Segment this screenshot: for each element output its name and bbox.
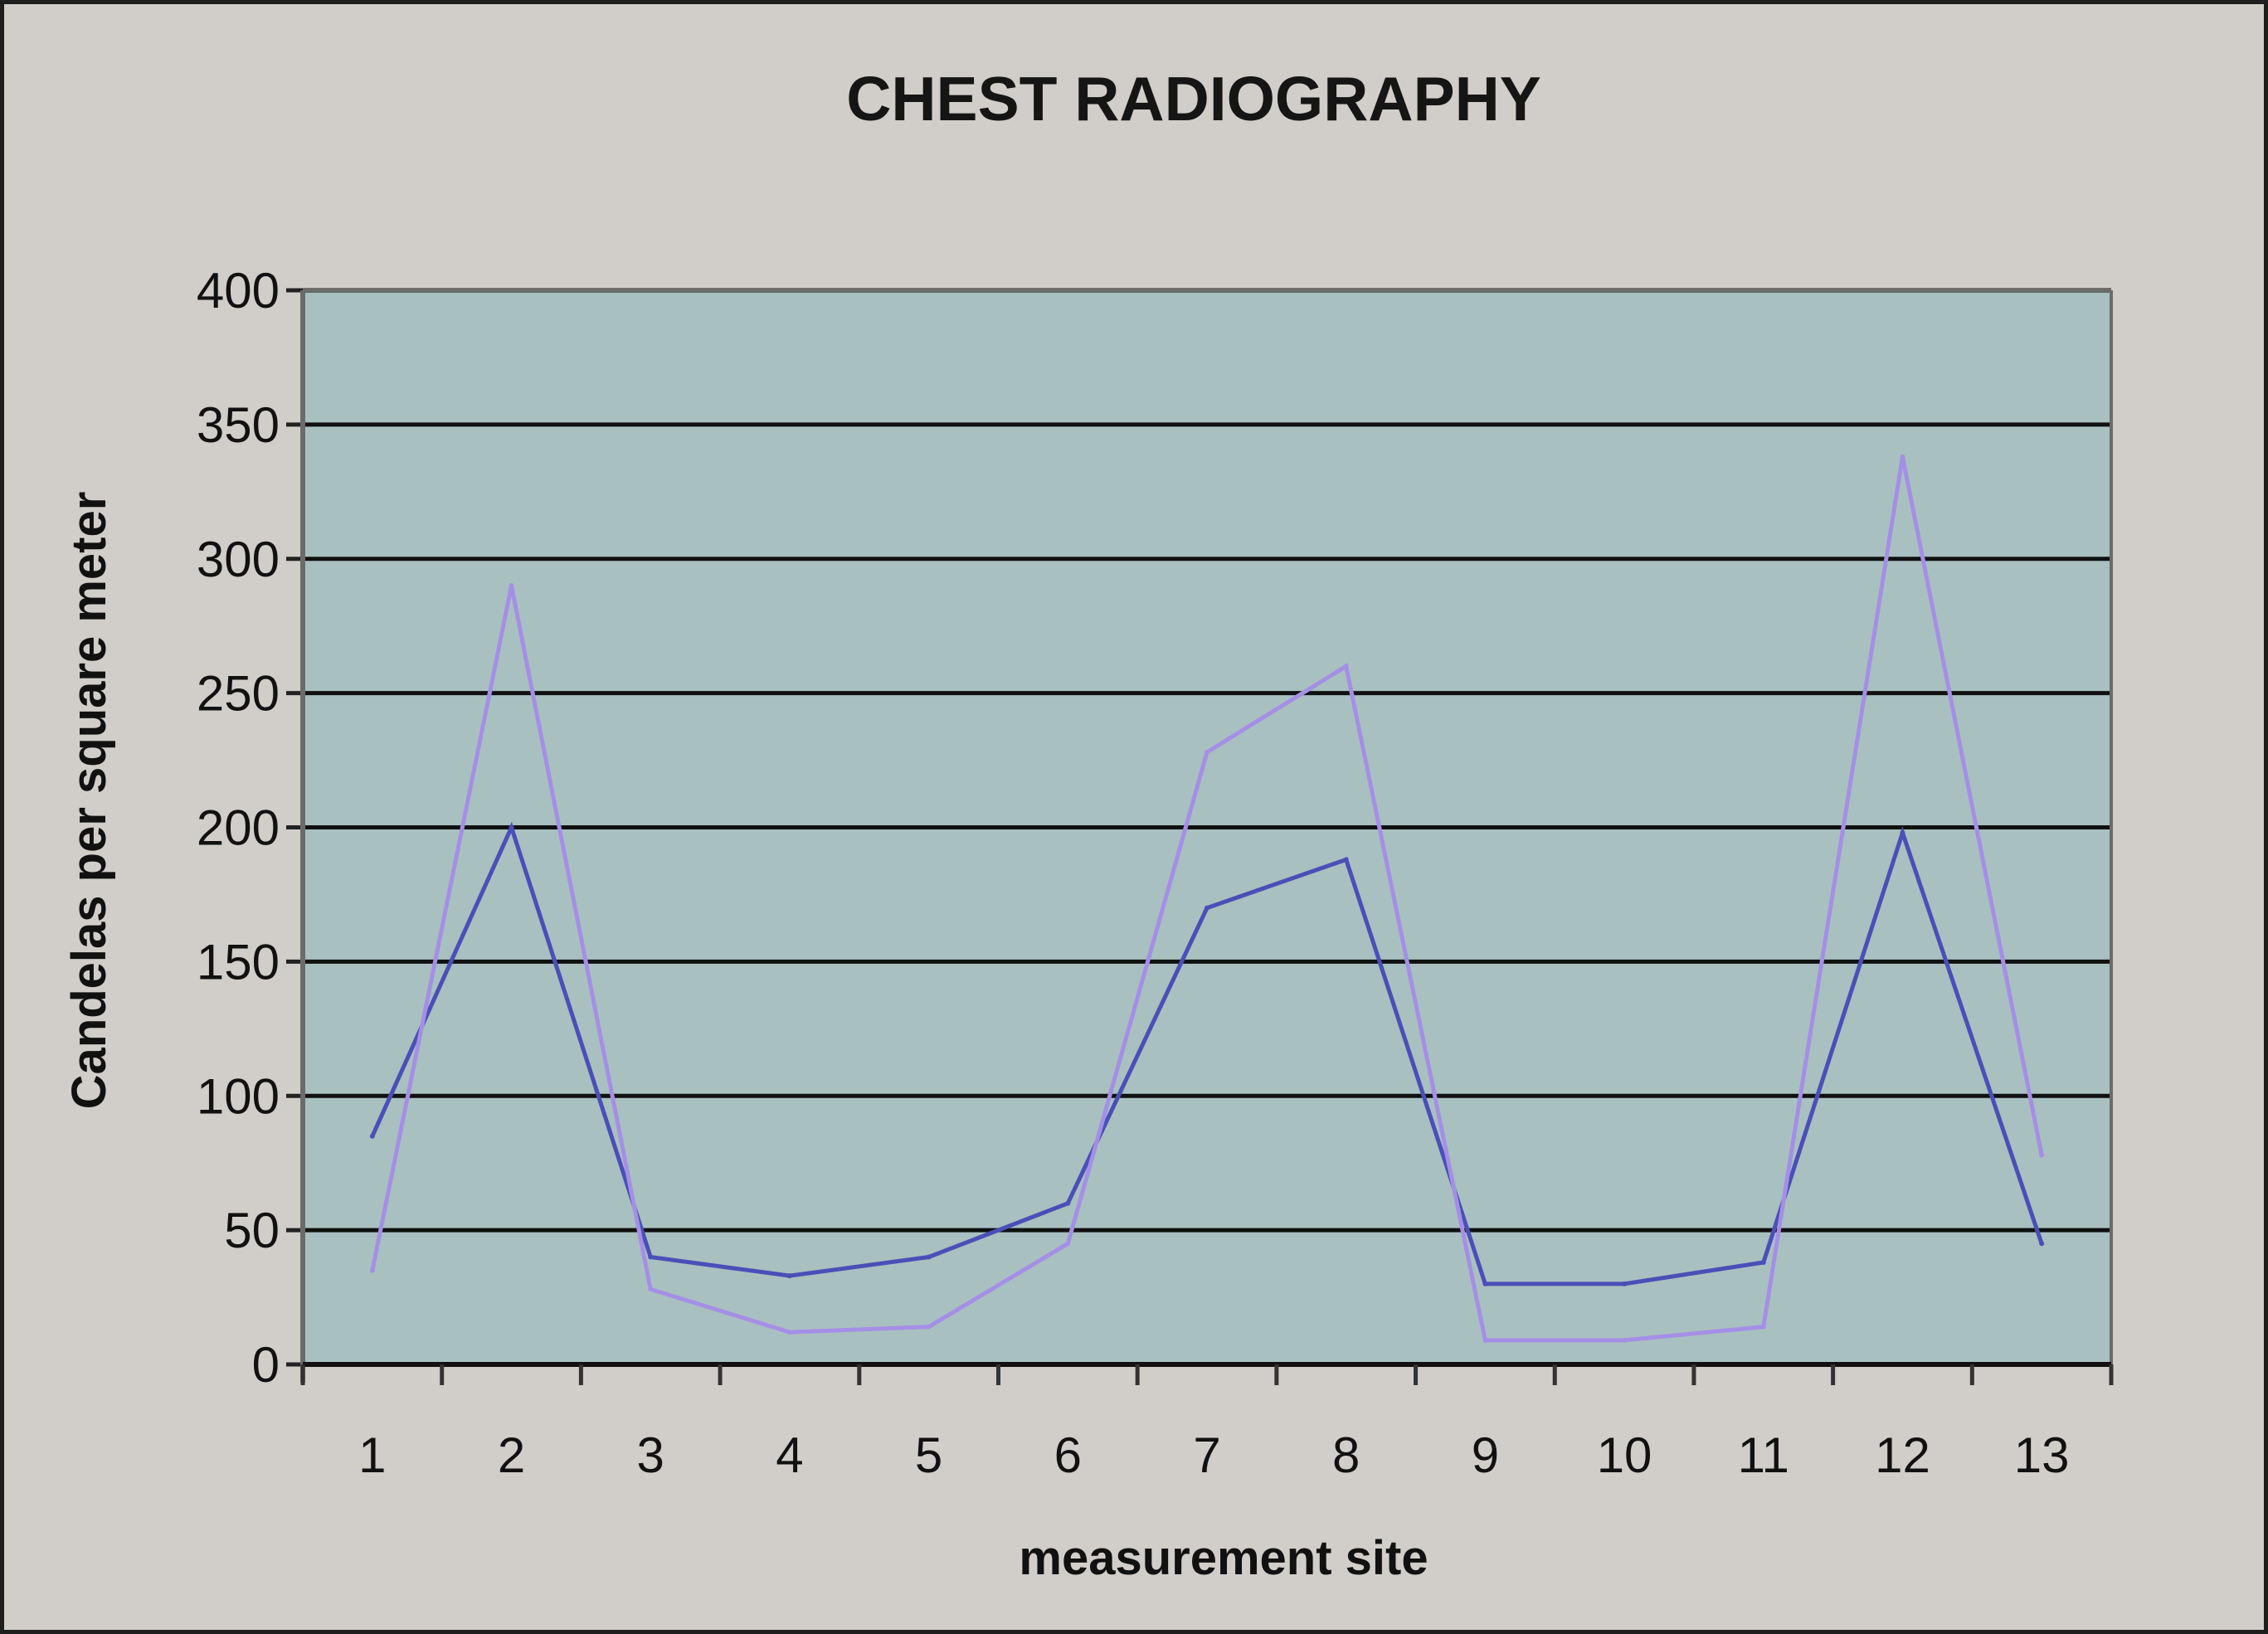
x-tick-label: 13 (2014, 1427, 2070, 1483)
x-axis-label: measurement site (1019, 1531, 1428, 1585)
x-tick-label: 3 (637, 1427, 664, 1483)
series-2-point (2039, 1152, 2045, 1158)
y-tick-label: 0 (252, 1337, 280, 1393)
series-2-point (1900, 454, 1905, 460)
y-tick-label: 100 (197, 1068, 280, 1124)
y-tick-label: 350 (197, 397, 280, 453)
x-tick-label: 11 (1738, 1427, 1789, 1483)
y-tick-label: 250 (197, 666, 280, 722)
y-tick-label: 150 (197, 934, 280, 990)
x-tick-label: 5 (915, 1427, 942, 1483)
series-2-point (1622, 1337, 1628, 1343)
series-1-point (509, 824, 514, 830)
series-2-point (1205, 749, 1209, 755)
line-chart: CHEST RADIOGRAPHY 0 50 100 150 200 250 300 350 4… (62, 64, 2114, 1585)
chart-title: CHEST RADIOGRAPHY (846, 64, 1541, 134)
series-2-point (648, 1286, 654, 1292)
y-tick-label: 300 (197, 532, 280, 587)
series-2-point (1482, 1337, 1488, 1343)
series-2-point (509, 583, 514, 589)
series-1-point (2039, 1241, 2045, 1247)
series-2-point (1343, 664, 1349, 669)
y-tick-label: 50 (224, 1203, 280, 1258)
series-1-point (1343, 857, 1349, 863)
series-1-point (1622, 1281, 1628, 1286)
series-1-point (1482, 1281, 1488, 1286)
x-tick-label: 6 (1054, 1427, 1082, 1483)
series-2-point (1065, 1241, 1071, 1247)
y-tick-label: 200 (197, 800, 280, 856)
series-lines (369, 454, 2045, 1343)
series-1-point (1900, 829, 1905, 835)
y-axis-label: Candelas per square meter (62, 492, 116, 1110)
x-tick-label: 12 (1875, 1427, 1930, 1483)
x-tick-label: 8 (1332, 1427, 1360, 1483)
x-tick-label: 7 (1193, 1427, 1220, 1483)
series-1-point (786, 1273, 792, 1279)
series-2-point (369, 1267, 375, 1273)
series-1-point (1760, 1259, 1766, 1265)
x-tick-label: 10 (1597, 1427, 1652, 1483)
series-1-point (648, 1254, 654, 1260)
x-tick-label: 9 (1472, 1427, 1499, 1483)
series-2-point (926, 1324, 932, 1330)
series-2-point (1760, 1324, 1766, 1330)
series-1-point (369, 1133, 375, 1139)
x-tick-label: 4 (776, 1427, 803, 1483)
x-tick-label: 2 (498, 1427, 525, 1483)
series-2-point (786, 1330, 792, 1335)
series-1-point (926, 1254, 932, 1260)
x-tick-label: 1 (358, 1427, 386, 1483)
series-1-point (1205, 905, 1209, 911)
y-tick-label: 400 (197, 263, 280, 319)
series-1-point (1065, 1200, 1071, 1206)
